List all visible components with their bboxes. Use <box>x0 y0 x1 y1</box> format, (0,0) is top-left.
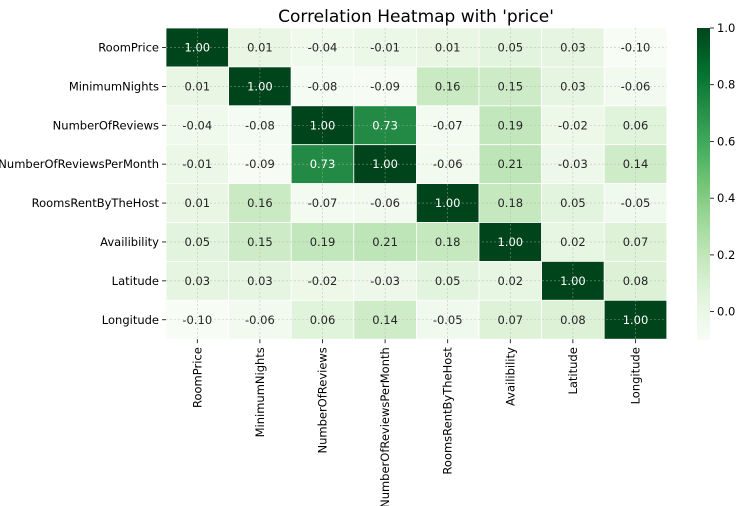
x-axis-tick-labels: RoomPrice MinimumNights NumberOfReviews Num… <box>190 339 643 506</box>
cell-value-label: -0.04 <box>182 118 212 132</box>
cell-value-label: -0.06 <box>245 313 275 327</box>
cell-value-label: -0.05 <box>621 196 651 210</box>
cell-value-label: 0.02 <box>560 235 586 249</box>
cell-value-label: 0.01 <box>435 40 461 54</box>
x-tick-label: RoomsRentByTheHost <box>441 347 455 475</box>
cell-value-label: 1.00 <box>247 79 273 93</box>
cell-value-label: 1.00 <box>560 274 586 288</box>
cell-value-label: 0.15 <box>247 235 273 249</box>
colorbar-tick-label: 0.4 <box>717 191 735 205</box>
cell-value-label: 1.00 <box>435 196 461 210</box>
cell-value-label: 0.06 <box>310 313 336 327</box>
cell-value-label: 0.14 <box>623 157 649 171</box>
y-tick-label: NumberOfReviews <box>53 118 159 132</box>
x-tick-label: NumberOfReviewsPerMonth <box>378 347 392 506</box>
y-tick-label: MinimumNights <box>69 79 159 93</box>
x-tick-label: Availibility <box>503 347 517 406</box>
cell-value-label: -0.10 <box>621 40 651 54</box>
cell-value-label: 0.05 <box>435 274 461 288</box>
cell-value-label: 0.08 <box>560 313 586 327</box>
cell-value-label: 0.01 <box>184 79 210 93</box>
cell-value-label: 0.01 <box>184 196 210 210</box>
y-axis-tick-labels: RoomPrice MinimumNights NumberOfReviews Num… <box>0 40 166 327</box>
x-tick-label: Longitude <box>629 347 643 404</box>
cell-value-label: -0.04 <box>308 40 338 54</box>
colorbar-tick-label: 0.6 <box>717 134 735 148</box>
x-tick-label: MinimumNights <box>253 347 267 437</box>
cell-value-label: 0.18 <box>435 235 461 249</box>
cell-value-label: 0.06 <box>623 118 649 132</box>
cell-value-label: -0.07 <box>308 196 338 210</box>
cell-value-label: 1.00 <box>623 313 649 327</box>
cell-value-label: 1.00 <box>372 157 398 171</box>
y-tick-label: Availibility <box>100 235 159 249</box>
cell-value-label: 0.03 <box>184 274 210 288</box>
cell-value-label: -0.01 <box>370 40 400 54</box>
cell-value-label: 0.73 <box>372 118 398 132</box>
heatmap-cells <box>165 27 668 340</box>
cell-value-label: -0.03 <box>558 157 588 171</box>
cell-value-label: 0.07 <box>497 313 523 327</box>
cell-value-label: 0.16 <box>247 196 273 210</box>
cell-value-label: -0.02 <box>308 274 338 288</box>
cell-value-label: 0.15 <box>497 79 523 93</box>
cell-value-label: -0.09 <box>245 157 275 171</box>
cell-value-label: -0.10 <box>182 313 212 327</box>
cell-value-label: -0.01 <box>182 157 212 171</box>
y-tick-label: Longitude <box>102 313 159 327</box>
cell-value-label: -0.06 <box>621 79 651 93</box>
colorbar-tick-label: 0.8 <box>717 78 735 92</box>
cell-value-label: 0.02 <box>497 274 523 288</box>
cell-value-label: 0.05 <box>560 196 586 210</box>
cell-value-label: 0.08 <box>623 274 649 288</box>
colorbar-gradient <box>697 28 710 340</box>
cell-value-label: -0.09 <box>370 79 400 93</box>
colorbar-tick-label: 1.0 <box>717 21 735 35</box>
cell-value-label: 1.00 <box>310 118 336 132</box>
cell-value-label: -0.08 <box>245 118 275 132</box>
cell-value-label: 0.01 <box>247 40 273 54</box>
x-tick-label: RoomPrice <box>190 347 204 408</box>
chart-title: Correlation Heatmap with 'price' <box>278 7 554 27</box>
cell-value-label: 1.00 <box>184 40 210 54</box>
cell-value-label: -0.07 <box>433 118 463 132</box>
heatmap-gridlines <box>166 28 667 340</box>
cell-value-label: -0.05 <box>433 313 463 327</box>
cell-value-label: 0.19 <box>497 118 523 132</box>
y-tick-label: RoomPrice <box>98 40 159 54</box>
heatmap-cell-labels: 1.00 0.01 -0.04 -0.01 0.01 0.05 0.03 -0.10 0.01 1… <box>182 40 650 326</box>
colorbar-tick-label: 0.0 <box>717 305 735 319</box>
cell-value-label: 0.19 <box>310 235 336 249</box>
cell-value-label: -0.06 <box>370 196 400 210</box>
y-tick-label: RoomsRentByTheHost <box>32 196 160 210</box>
cell-value-label: 0.14 <box>372 313 398 327</box>
cell-value-label: 0.21 <box>372 235 398 249</box>
cell-value-label: 0.07 <box>623 235 649 249</box>
cell-value-label: 0.05 <box>497 40 523 54</box>
cell-value-label: 0.73 <box>310 157 336 171</box>
cell-value-label: -0.02 <box>558 118 588 132</box>
colorbar: 1.0 0.8 0.6 0.4 0.2 0.0 <box>697 21 735 340</box>
cell-value-label: 0.03 <box>560 79 586 93</box>
cell-value-label: 0.21 <box>497 157 523 171</box>
x-tick-label: NumberOfReviews <box>316 347 330 453</box>
colorbar-tick-label: 0.2 <box>717 248 735 262</box>
cell-value-label: 0.05 <box>184 235 210 249</box>
cell-value-label: 1.00 <box>497 235 523 249</box>
cell-value-label: 0.18 <box>497 196 523 210</box>
cell-value-label: 0.16 <box>435 79 461 93</box>
cell-value-label: -0.03 <box>370 274 400 288</box>
cell-value-label: 0.03 <box>560 40 586 54</box>
cell-value-label: 0.03 <box>247 274 273 288</box>
cell-value-label: -0.06 <box>433 157 463 171</box>
y-tick-label: Latitude <box>112 274 159 288</box>
y-tick-label: NumberOfReviewsPerMonth <box>0 157 159 171</box>
x-tick-label: Latitude <box>566 347 580 394</box>
cell-value-label: -0.08 <box>308 79 338 93</box>
